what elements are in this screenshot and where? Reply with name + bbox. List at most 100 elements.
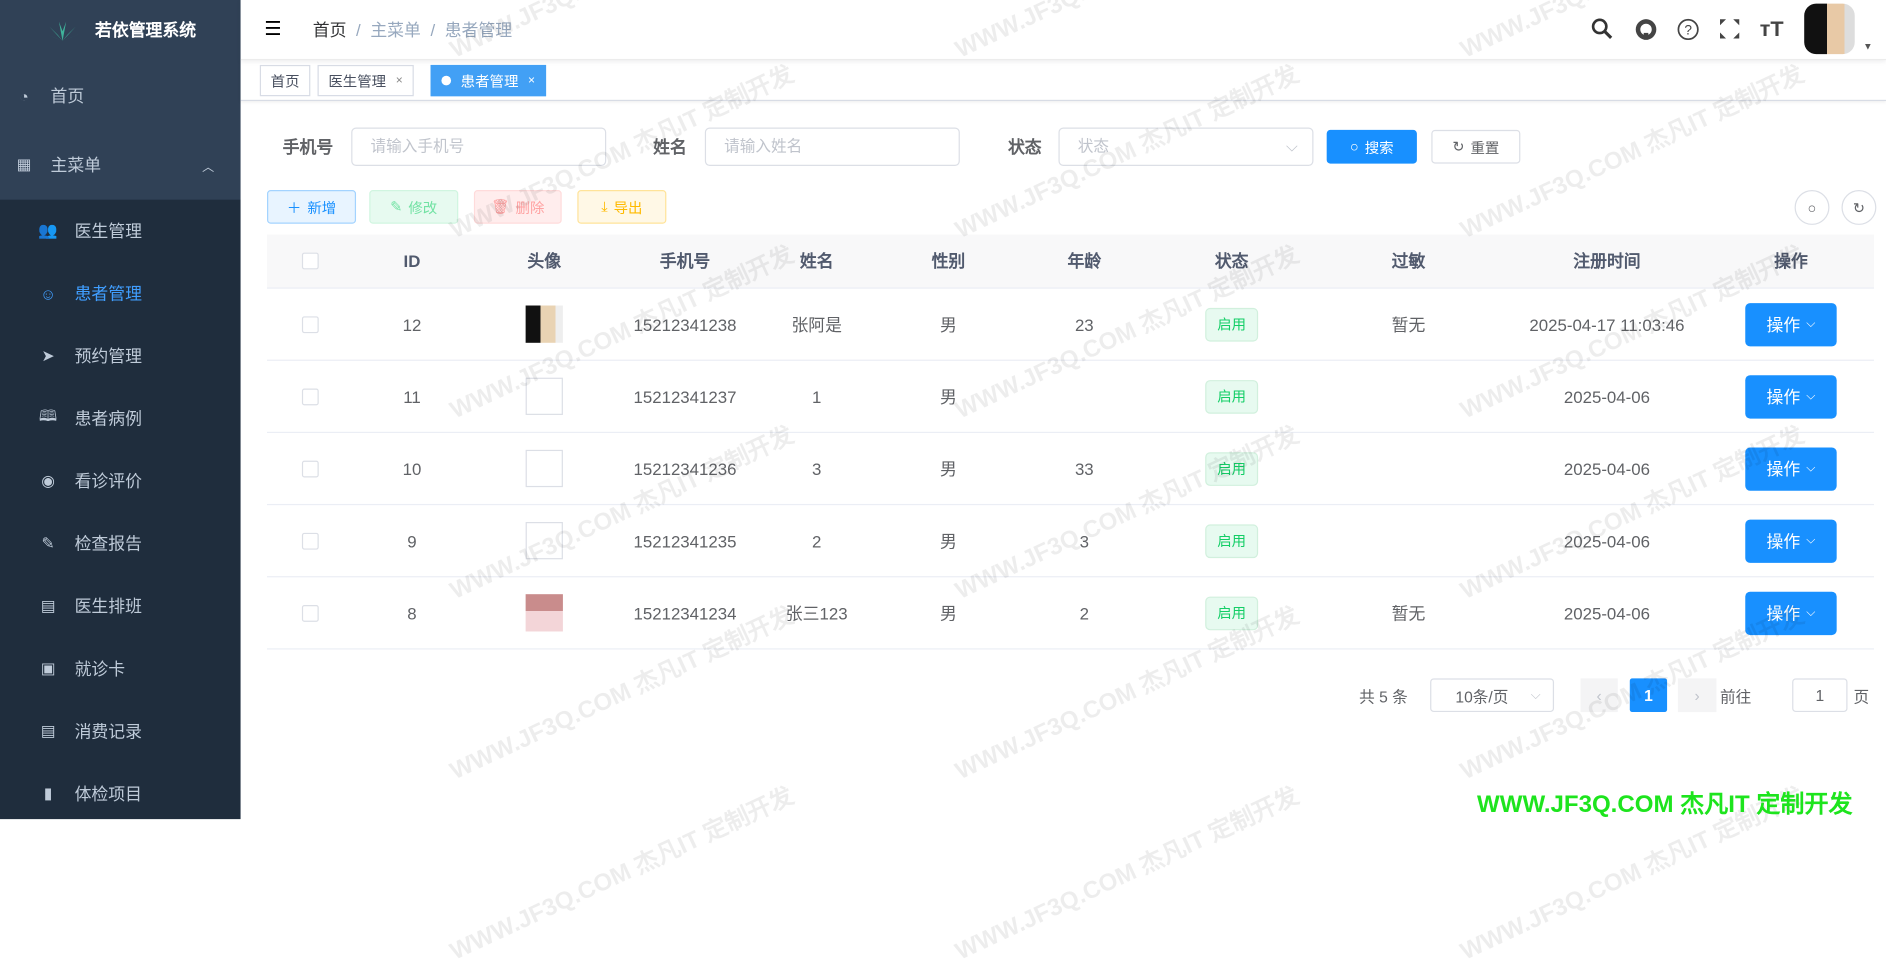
status-select[interactable]: 状态 ⌵ [1058, 127, 1314, 166]
sidebar-item-label: 看诊评价 [74, 471, 142, 491]
tag-label: 医生管理 [328, 72, 387, 90]
cell-gender: 男 [939, 386, 957, 406]
export-button[interactable]: ⤓ 导出 [577, 190, 667, 224]
next-page-button[interactable]: › [1677, 678, 1717, 713]
toggle-search-button[interactable]: ○ [1794, 190, 1830, 225]
submenu [0, 199, 241, 820]
cell-name: 1 [812, 386, 822, 406]
goto-label: 前往 [1720, 687, 1752, 706]
delete-button[interactable]: 🗑 删除 [473, 190, 562, 224]
row-checkbox[interactable] [301, 315, 319, 333]
status-badge: 启用 [1205, 523, 1259, 558]
cell-name: 3 [812, 458, 822, 479]
cell-name: 张阿是 [791, 314, 842, 334]
sidebar-item-label: 医生排班 [74, 596, 142, 616]
close-icon[interactable]: × [395, 73, 403, 88]
sidebar-item-10[interactable]: ▤ 消费记录 [0, 700, 241, 763]
operation-dropdown-button[interactable]: 操作 ⌵ [1745, 302, 1837, 346]
sidebar-item-0[interactable]: ◔ 首页 [0, 63, 241, 130]
sidebar-item-5[interactable]: 🕮 患者病例 [0, 387, 241, 450]
phone-input[interactable]: 请输入手机号 [351, 127, 607, 166]
pagination-total: 共 5 条 [1359, 687, 1408, 706]
refresh-button[interactable]: ↻ [1841, 190, 1877, 225]
cell-gender: 男 [939, 603, 957, 623]
search-icon[interactable] [1589, 16, 1615, 42]
hamburger-icon[interactable]: ☰ [264, 19, 282, 40]
add-label: 新增 [307, 199, 337, 216]
patient-avatar [525, 377, 563, 415]
operation-label: 操作 [1766, 531, 1801, 551]
sidebar-item-4[interactable]: ➤ 预约管理 [0, 325, 241, 388]
sidebar-item-6[interactable]: ◉ 看诊评价 [0, 450, 241, 513]
sidebar-item-8[interactable]: ▤ 医生排班 [0, 575, 241, 638]
cell-allergy: 暂无 [1391, 314, 1426, 334]
cell-id: 9 [407, 531, 417, 551]
column-header: 注册时间 [1573, 251, 1641, 271]
sidebar-item-2[interactable]: 👥 医生管理 [0, 200, 241, 263]
chevron-up-icon[interactable]: ︿ [202, 160, 215, 174]
row-checkbox[interactable] [301, 460, 319, 477]
table-icon: ▦ [16, 155, 32, 174]
search-button[interactable]: ○ 搜索 [1326, 129, 1417, 164]
row-checkbox[interactable] [301, 532, 319, 550]
tag-label: 首页 [270, 72, 300, 90]
patient-avatar [525, 305, 563, 343]
sidebar-item-1[interactable]: ▦ 主菜单 ︿ [0, 130, 241, 200]
cell-phone: 15212341234 [633, 603, 737, 623]
select-all-checkbox[interactable] [301, 252, 319, 270]
tag-label: 患者管理 [460, 72, 519, 90]
operation-dropdown-button[interactable]: 操作 ⌵ [1745, 519, 1837, 563]
prev-page-button[interactable]: ‹ [1580, 678, 1618, 713]
patient-avatar [525, 449, 563, 488]
goto-input[interactable]: 1 [1792, 678, 1848, 713]
row-checkbox[interactable] [301, 387, 319, 405]
name-input[interactable]: 请输入姓名 [704, 127, 960, 166]
refresh-icon: ↻ [1452, 138, 1465, 156]
add-button[interactable]: ＋ 新增 [267, 190, 357, 224]
page-size-value: 10条/页 [1455, 687, 1509, 706]
sidebar-item-7[interactable]: ✎ 检查报告 [0, 512, 241, 575]
caret-down-icon[interactable]: ▼ [1863, 40, 1873, 52]
sidebar: 若依管理系统 ◔ 首页 ▦ 主菜单 ︿ 👥 医生管理 ☺ 患者管理 ➤ 预约管理 🕮 患者病例 ◉ 看诊评价… [0, 0, 241, 820]
edit-button[interactable]: ✎ 修改 [369, 190, 459, 224]
logo-icon [44, 21, 81, 41]
watermark-banner: WWW.JF3Q.COM 杰凡IT 定制开发 [1477, 791, 1853, 818]
page-size-select[interactable]: 10条/页 ⌵ [1430, 678, 1555, 713]
refresh-icon: ↻ [1852, 199, 1865, 216]
tag-doctor[interactable]: 医生管理 × [317, 64, 414, 97]
reset-button[interactable]: ↻ 重置 [1431, 129, 1521, 164]
sidebar-item-11[interactable]: ▮ 体检项目 [0, 763, 241, 820]
edit-label: 修改 [408, 199, 438, 216]
breadcrumb-item[interactable]: 首页 [312, 20, 347, 40]
help-icon[interactable]: ? [1674, 16, 1700, 42]
edit-icon: ✎ [41, 534, 55, 553]
sidebar-item-label: 患者管理 [74, 283, 142, 304]
watermark-text: WWW.JF3Q.COM 杰凡IT 定制开发 [951, 782, 1303, 966]
tags-view: 首页 医生管理 × 患者管理 × [240, 60, 1886, 102]
operation-dropdown-button[interactable]: 操作 ⌵ [1745, 591, 1837, 635]
name-label: 姓名 [653, 137, 687, 157]
cell-id: 11 [403, 386, 421, 406]
operation-dropdown-button[interactable]: 操作 ⌵ [1745, 446, 1837, 491]
svg-text:?: ? [1684, 22, 1692, 37]
font-size-icon[interactable]: тT [1759, 16, 1784, 41]
calendar-icon: ▤ [40, 596, 56, 615]
close-icon[interactable]: × [528, 73, 536, 88]
phone-label: 手机号 [282, 137, 334, 157]
tag-home[interactable]: 首页 [259, 64, 311, 97]
fullscreen-icon[interactable] [1716, 16, 1742, 42]
table-row: 9 15212341235 2 男 3 启用 2025-04-06 操作 ⌵ [267, 505, 1874, 578]
operation-dropdown-button[interactable]: 操作 ⌵ [1745, 374, 1837, 418]
sidebar-item-9[interactable]: ▣ 就诊卡 [0, 637, 241, 700]
trash-icon: 🗑 [491, 198, 510, 216]
operation-label: 操作 [1766, 386, 1801, 406]
github-icon[interactable] [1632, 16, 1658, 42]
sidebar-item-label: 主菜单 [50, 155, 102, 175]
row-checkbox[interactable] [301, 604, 319, 622]
status-label: 状态 [1007, 137, 1042, 157]
page-1-button[interactable]: 1 [1629, 678, 1668, 713]
user-avatar[interactable] [1804, 3, 1855, 55]
cell-age: 2 [1079, 603, 1090, 623]
tag-patient[interactable]: 患者管理 × [430, 64, 546, 97]
sidebar-item-3[interactable]: ☺ 患者管理 [0, 262, 241, 325]
